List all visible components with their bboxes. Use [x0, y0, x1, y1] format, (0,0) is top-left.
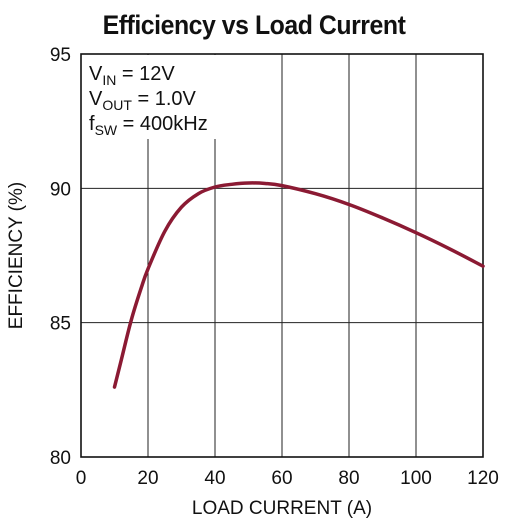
x-tick-label: 60	[271, 468, 292, 489]
x-tick-label: 100	[400, 468, 432, 489]
y-tick-label: 90	[50, 179, 71, 200]
annotation-text: VIN = 12V	[89, 63, 175, 88]
y-tick-label: 95	[50, 45, 71, 66]
plot-frame	[80, 53, 484, 458]
x-tick-label: 80	[338, 468, 359, 489]
y-axis-label: EFFICIENCY (%)	[6, 182, 27, 329]
y-tick-label: 80	[50, 448, 71, 469]
x-tick-label: 20	[137, 468, 158, 489]
x-tick-label: 0	[76, 468, 87, 489]
x-tick-labels: 0 20 40 60 80 100 120	[76, 468, 499, 489]
annotation-text: VOUT = 1.0V	[89, 88, 197, 113]
x-axis-label: LOAD CURRENT (A)	[192, 498, 372, 519]
y-tick-labels: 80 85 90 95	[50, 45, 71, 469]
x-tick-label: 120	[467, 468, 499, 489]
efficiency-series-line	[112, 181, 485, 389]
y-tick-label: 85	[50, 314, 71, 335]
annotation-background	[82, 55, 222, 139]
annotation-text: fSW = 400kHz	[89, 113, 208, 138]
chart-title: Efficiency vs Load Current	[102, 10, 406, 40]
x-tick-label: 40	[204, 468, 225, 489]
